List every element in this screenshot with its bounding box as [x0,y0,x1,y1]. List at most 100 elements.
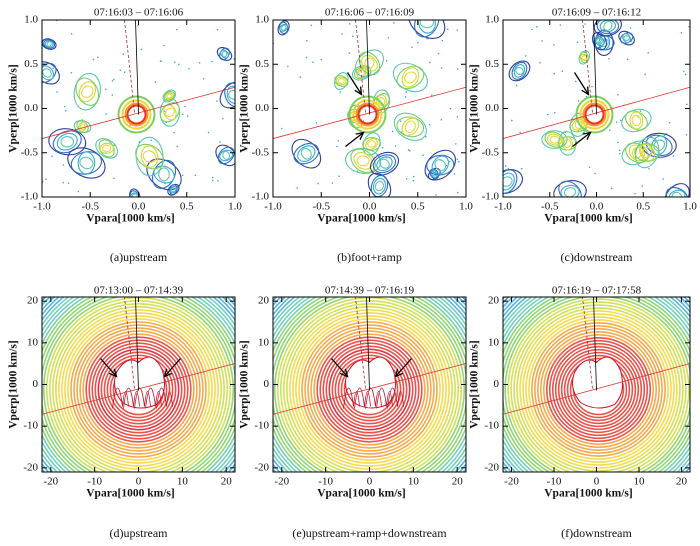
panel-title: 07:16:09 – 07:16:12 [552,7,641,19]
contour-line [291,138,322,169]
dot [140,48,143,51]
x-axis-label: Vpara[1000 km/s] [317,213,406,225]
contour-line [297,145,316,162]
dot [280,127,283,130]
dot [425,135,427,138]
dot [393,22,395,24]
contour-line [372,177,386,195]
contour-line [367,172,392,197]
contour-line [628,144,645,162]
normal-line [355,297,366,389]
contour-line [219,149,234,162]
contour-line [594,36,605,47]
normal-line [124,20,135,113]
dot [519,131,521,134]
dot [52,67,55,70]
contour-line [618,30,635,46]
contour-line [226,85,235,104]
dot [217,179,219,182]
contour-line [641,147,653,158]
contour-line [126,104,147,125]
contour-line [631,114,642,127]
dot [429,61,431,64]
x-tick-label: 0.0 [363,201,377,213]
contour-line [67,318,210,461]
contour-line [622,33,631,44]
y-tick-label: -20 [254,461,269,473]
x-tick-label: 0.5 [180,201,194,213]
contour-line [516,307,681,472]
y-axis-label: Vperp[1000 km/s] [469,64,481,153]
dot [320,58,323,61]
contour-line [584,104,605,125]
y-tick-label: -1.0 [21,191,39,203]
contour-line [560,351,637,428]
contour-line [316,336,423,443]
contour-plot [273,20,466,197]
core [572,356,623,409]
contour-line [653,139,666,152]
contour-line [541,130,568,149]
contour-line [42,68,52,78]
dot [211,176,214,179]
dot [615,121,618,124]
contour-line [164,92,174,100]
contour-line [277,20,290,36]
x-tick-label: -20 [43,476,58,488]
dot [688,25,690,28]
contour-line [528,319,669,460]
contour-line [91,342,186,437]
contour-line [623,35,630,41]
caption: (d)upstream [110,526,169,540]
contour-line [651,135,668,156]
x-axis-label: Vpara[1000 km/s] [317,488,406,500]
dot [51,155,53,157]
dot [336,145,338,148]
dot [287,65,289,68]
contour-line [278,21,289,35]
contour-line [169,185,178,194]
contour-line [280,25,287,31]
contour-line [163,90,175,101]
dot [173,61,176,63]
x-tick-label: -10 [318,476,333,488]
contour-line [534,325,663,454]
contour-line [343,387,360,409]
contour-line [434,159,447,172]
contour-line [431,155,449,175]
y-tick-label: 0 [264,378,270,390]
dot [662,178,664,180]
arrow-head [339,368,349,378]
dot [198,62,201,64]
normal-line [593,297,597,391]
dot [524,55,527,57]
contour-line [508,60,531,82]
contour-line [98,139,115,158]
normal-line [124,297,135,389]
dot [608,57,610,60]
contour-line [77,151,96,175]
contour-line [135,143,164,170]
dot [428,123,431,126]
dot [150,139,152,142]
dot [348,23,351,25]
contour-line [578,50,591,65]
contour-line [566,357,631,422]
contour-line [331,351,408,428]
dot [202,78,205,80]
contour-line [283,303,456,472]
contour-line [64,315,213,464]
caption: (e)upstream+ramp+downstream [292,526,447,540]
dot [123,71,126,73]
dot [594,172,596,175]
dot [684,73,687,76]
y-tick-label: 10 [27,336,39,348]
dot [629,27,632,29]
x-tick-label: 0 [367,476,373,488]
contour-line [544,131,565,148]
contour-line [513,304,684,472]
contour-line [134,387,151,409]
contour-line [85,336,192,443]
contour-line [73,324,204,455]
